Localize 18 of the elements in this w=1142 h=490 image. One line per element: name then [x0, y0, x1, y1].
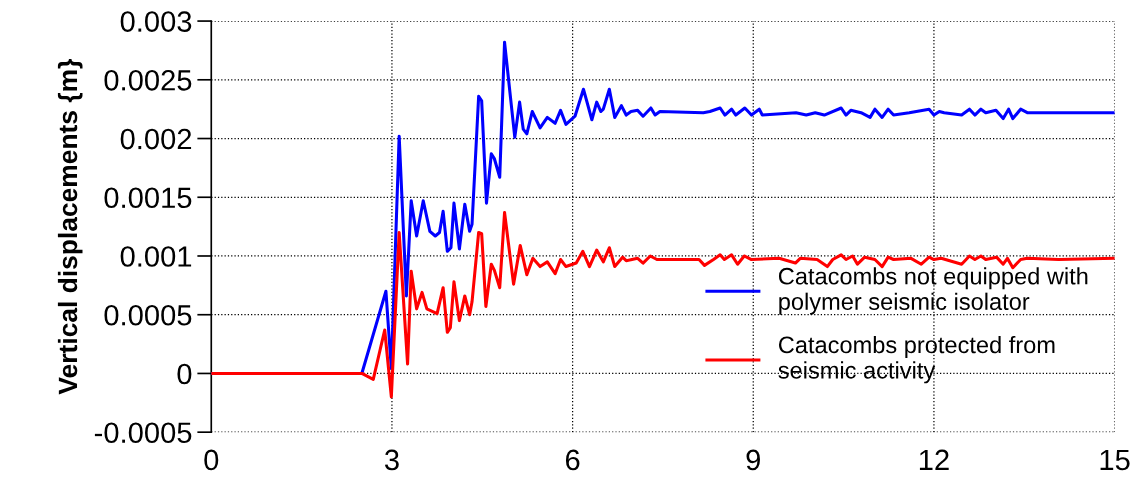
y-tick-label: 0.0015 — [104, 187, 192, 209]
x-tick-label: 3 — [384, 449, 399, 471]
x-tick-label: 6 — [565, 449, 580, 471]
y-axis-title: Vertical displacements {m} — [57, 59, 83, 395]
x-tick-label: 0 — [204, 449, 219, 471]
y-tick-label: 0 — [177, 363, 192, 385]
y-tick-label: 0.003 — [120, 11, 192, 32]
y-tick-label: -0.0005 — [94, 422, 192, 444]
y-tick-label: 0.002 — [120, 128, 192, 150]
legend-label: Catacombs protected from seismic activity — [778, 335, 1055, 384]
y-tick-label: 0.0005 — [104, 304, 192, 326]
x-tick-label: 15 — [1100, 449, 1130, 471]
line-series — [211, 211, 1115, 399]
legend-label: Catacombs not equipped with polymer seismic isolator — [778, 267, 1088, 315]
x-tick-label: 12 — [919, 449, 949, 470]
y-tick-label: 0.0025 — [104, 70, 192, 91]
y-tick-label: 0.001 — [120, 246, 192, 267]
x-tick-label: 9 — [746, 449, 760, 471]
